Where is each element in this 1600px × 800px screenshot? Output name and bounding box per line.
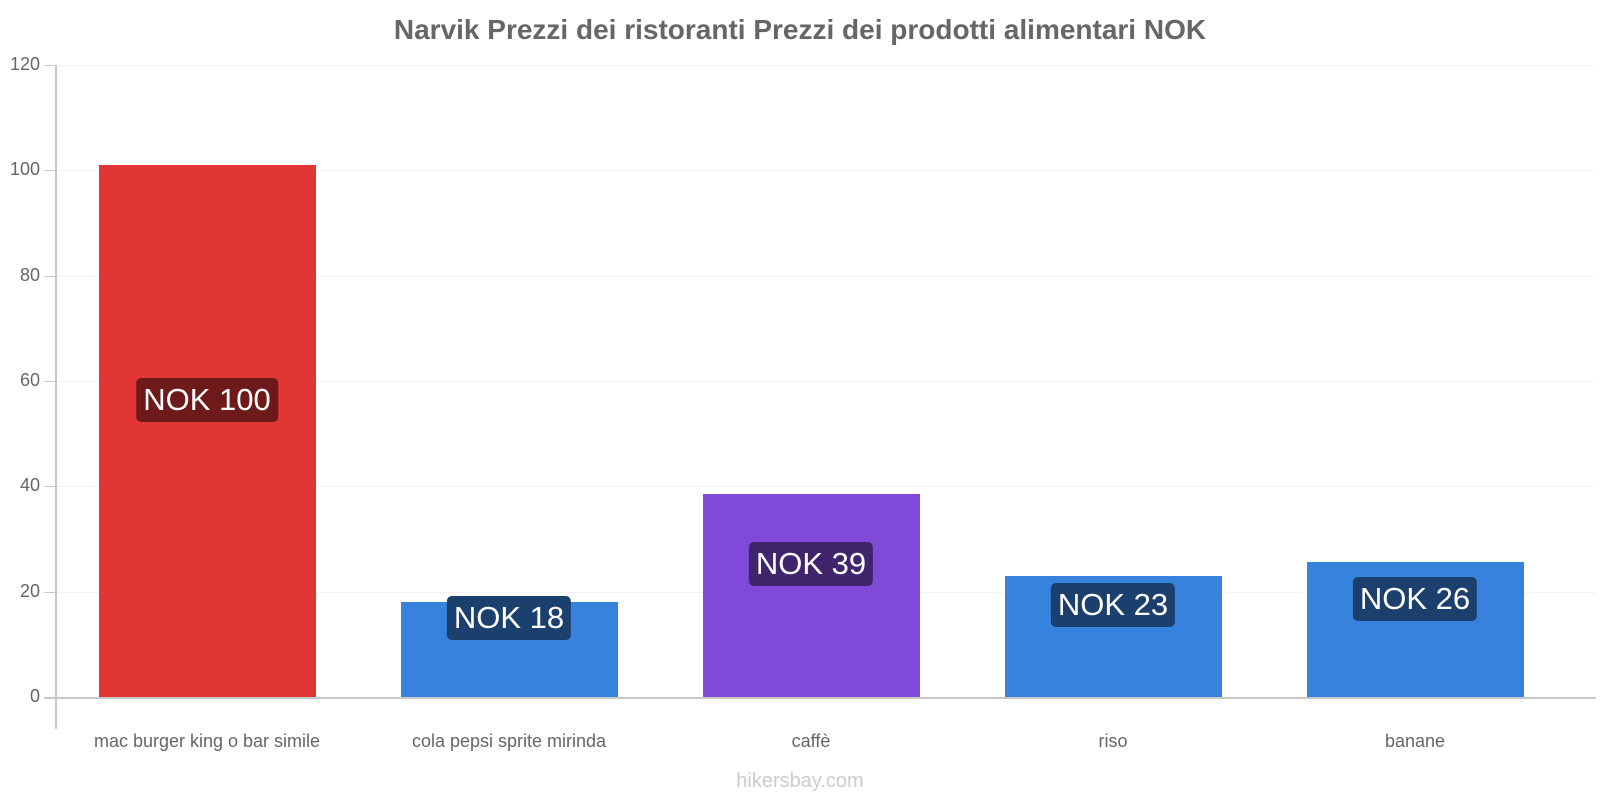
y-tick-label: 0: [29, 686, 40, 706]
gridline: [56, 486, 1596, 488]
chart-title: Narvik Prezzi dei ristoranti Prezzi dei …: [393, 14, 1207, 45]
y-tick-label: 120: [9, 54, 40, 74]
y-tick: [44, 591, 56, 593]
y-tick: [44, 486, 56, 488]
gridline: [56, 65, 1596, 66]
y-tick: [44, 170, 56, 172]
value-label: NOK 39: [748, 542, 874, 586]
x-tick-label: mac burger king o bar simile: [93, 731, 321, 751]
y-tick-label: 100: [9, 159, 40, 180]
value-label: NOK 23: [1050, 583, 1176, 627]
bar[interactable]: [702, 494, 920, 697]
x-tick-label: banane: [1384, 731, 1446, 751]
x-tick-label: caffè: [791, 731, 831, 751]
x-tick-label: cola pepsi sprite mirinda: [411, 731, 607, 751]
value-label: NOK 18: [446, 596, 572, 640]
x-axis: [44, 697, 1596, 699]
y-tick-label: 40: [19, 475, 40, 496]
y-tick-label: 80: [19, 264, 40, 285]
y-tick: [44, 65, 56, 66]
y-tick: [44, 275, 56, 277]
bar[interactable]: [98, 165, 316, 697]
gridline: [56, 170, 1596, 172]
y-tick: [44, 381, 56, 382]
y-tick-label: 60: [19, 370, 40, 390]
y-tick-label: 20: [19, 580, 40, 601]
y-axis: [55, 65, 57, 729]
watermark: hikersbay.com: [736, 770, 864, 792]
value-label: NOK 100: [136, 378, 278, 422]
gridline: [56, 381, 1596, 382]
x-tick-label: riso: [1098, 731, 1128, 751]
value-label: NOK 26: [1352, 577, 1478, 621]
gridline: [56, 275, 1596, 277]
